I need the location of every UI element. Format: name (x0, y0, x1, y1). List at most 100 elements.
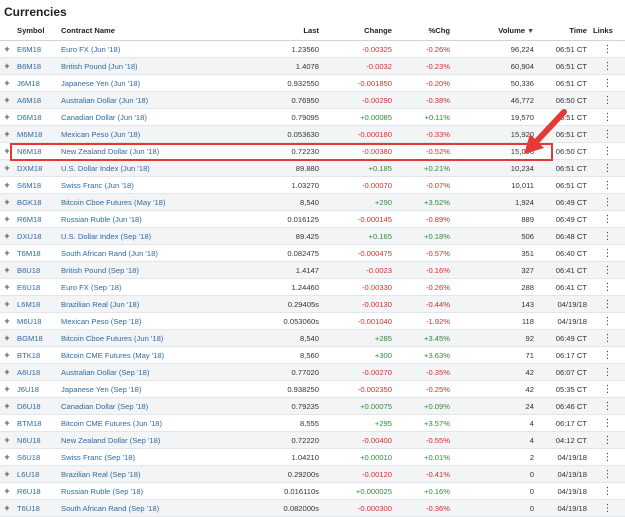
table-row[interactable]: + S6M18 Swiss Franc (Jun '18) 1.03270 -0.000… (0, 176, 625, 194)
symbol-cell[interactable]: L6U18 (14, 465, 58, 483)
symbol-cell[interactable]: M6U18 (14, 312, 58, 330)
plus-icon[interactable]: + (0, 482, 14, 500)
symbol-cell[interactable]: N6U18 (14, 431, 58, 449)
symbol-cell[interactable]: D6M18 (14, 108, 58, 126)
contract-name-cell[interactable]: Japanese Yen (Sep '18) (58, 380, 223, 398)
table-row[interactable]: + E6U18 Euro FX (Sep '18) 1.24460 -0.00330 -0… (0, 278, 625, 296)
table-row[interactable]: + D6M18 Canadian Dollar (Jun '18) 0.79095 +0… (0, 108, 625, 126)
plus-icon[interactable]: + (0, 125, 14, 143)
vertical-dots-icon[interactable]: ⋮ (590, 431, 625, 449)
symbol-cell[interactable]: B6M18 (14, 57, 58, 75)
volume-column-header[interactable]: Volume ▼ (453, 20, 537, 41)
vertical-dots-icon[interactable]: ⋮ (590, 57, 625, 75)
contract-name-cell[interactable]: Russian Ruble (Jun '18) (58, 210, 223, 228)
vertical-dots-icon[interactable]: ⋮ (590, 74, 625, 92)
symbol-cell[interactable]: T6M18 (14, 244, 58, 262)
vertical-dots-icon[interactable]: ⋮ (590, 210, 625, 228)
contract-name-cell[interactable]: Swiss Franc (Jun '18) (58, 176, 223, 194)
plus-icon[interactable]: + (0, 108, 14, 126)
table-row[interactable]: + N6U18 New Zealand Dollar (Sep '18) 0.7222… (0, 431, 625, 449)
symbol-cell[interactable]: R6U18 (14, 482, 58, 500)
contract-name-cell[interactable]: South African Rand (Sep '18) (58, 499, 223, 517)
table-row[interactable]: + T6M18 South African Rand (Jun '18) 0.0824… (0, 244, 625, 262)
plus-icon[interactable]: + (0, 278, 14, 296)
symbol-cell[interactable]: T6U18 (14, 499, 58, 517)
symbol-cell[interactable]: S6U18 (14, 448, 58, 466)
plus-icon[interactable]: + (0, 431, 14, 449)
table-row[interactable]: + R6M18 Russian Ruble (Jun '18) 0.016125 -0.… (0, 210, 625, 228)
symbol-cell[interactable]: J6M18 (14, 74, 58, 92)
symbol-cell[interactable]: BGM18 (14, 329, 58, 347)
symbol-cell[interactable]: BTM18 (14, 414, 58, 432)
contract-name-cell[interactable]: Brazilian Real (Jun '18) (58, 295, 223, 313)
symbol-cell[interactable]: S6M18 (14, 176, 58, 194)
vertical-dots-icon[interactable]: ⋮ (590, 227, 625, 245)
plus-icon[interactable]: + (0, 40, 14, 58)
plus-icon[interactable]: + (0, 210, 14, 228)
contract-name-cell[interactable]: South African Rand (Jun '18) (58, 244, 223, 262)
contract-name-cell[interactable]: Canadian Dollar (Jun '18) (58, 108, 223, 126)
pchg-column-header[interactable]: %Chg (395, 20, 453, 41)
table-row[interactable]: + T6U18 South African Rand (Sep '18) 0.0820… (0, 499, 625, 517)
vertical-dots-icon[interactable]: ⋮ (590, 244, 625, 262)
table-row[interactable]: + BGM18 Bitcoin Cboe Futures (Jun '18) 8,54… (0, 329, 625, 347)
plus-icon[interactable]: + (0, 380, 14, 398)
vertical-dots-icon[interactable]: ⋮ (590, 108, 625, 126)
contract-name-cell[interactable]: Euro FX (Jun '18) (58, 40, 223, 58)
contract-name-cell[interactable]: Japanese Yen (Jun '18) (58, 74, 223, 92)
vertical-dots-icon[interactable]: ⋮ (590, 482, 625, 500)
contract-name-cell[interactable]: Mexican Peso (Jun '18) (58, 125, 223, 143)
vertical-dots-icon[interactable]: ⋮ (590, 261, 625, 279)
change-column-header[interactable]: Change (322, 20, 395, 41)
contract-name-cell[interactable]: Canadian Dollar (Sep '18) (58, 397, 223, 415)
plus-icon[interactable]: + (0, 397, 14, 415)
vertical-dots-icon[interactable]: ⋮ (590, 414, 625, 432)
symbol-cell[interactable]: J6U18 (14, 380, 58, 398)
plus-icon[interactable]: + (0, 176, 14, 194)
vertical-dots-icon[interactable]: ⋮ (590, 363, 625, 381)
contract-name-cell[interactable]: Russian Ruble (Sep '18) (58, 482, 223, 500)
table-row[interactable]: + B6U18 British Pound (Sep '18) 1.4147 -0.00… (0, 261, 625, 279)
table-row[interactable]: + A6M18 Australian Dollar (Jun '18) 0.76950… (0, 91, 625, 109)
vertical-dots-icon[interactable]: ⋮ (590, 40, 625, 58)
plus-icon[interactable]: + (0, 91, 14, 109)
contract-name-cell[interactable]: Bitcoin Cboe Futures (Jun '18) (58, 329, 223, 347)
contract-name-cell[interactable]: Brazilian Real (Sep '18) (58, 465, 223, 483)
table-row[interactable]: + M6M18 Mexican Peso (Jun '18) 0.053630 -0.0… (0, 125, 625, 143)
symbol-cell[interactable]: E6U18 (14, 278, 58, 296)
plus-icon[interactable]: + (0, 346, 14, 364)
vertical-dots-icon[interactable]: ⋮ (590, 380, 625, 398)
contract-name-cell[interactable]: Australian Dollar (Jun '18) (58, 91, 223, 109)
symbol-cell[interactable]: DXU18 (14, 227, 58, 245)
table-row[interactable]: + BTK18 Bitcoin CME Futures (May '18) 8,560… (0, 346, 625, 364)
time-column-header[interactable]: Time (537, 20, 590, 41)
vertical-dots-icon[interactable]: ⋮ (590, 499, 625, 517)
vertical-dots-icon[interactable]: ⋮ (590, 142, 625, 160)
name-column-header[interactable]: Contract Name (58, 20, 223, 41)
contract-name-cell[interactable]: Bitcoin CME Futures (May '18) (58, 346, 223, 364)
table-row[interactable]: + D6U18 Canadian Dollar (Sep '18) 0.79235 +0… (0, 397, 625, 415)
contract-name-cell[interactable]: U.S. Dollar Index (Sep '18) (58, 227, 223, 245)
vertical-dots-icon[interactable]: ⋮ (590, 295, 625, 313)
contract-name-cell[interactable]: Bitcoin Cboe Futures (May '18) (58, 193, 223, 211)
table-row[interactable]: + N6M18 New Zealand Dollar (Jun '18) 0.7223… (0, 142, 625, 160)
plus-icon[interactable]: + (0, 363, 14, 381)
symbol-cell[interactable]: L6M18 (14, 295, 58, 313)
plus-icon[interactable]: + (0, 193, 14, 211)
contract-name-cell[interactable]: Australian Dollar (Sep '18) (58, 363, 223, 381)
contract-name-cell[interactable]: New Zealand Dollar (Sep '18) (58, 431, 223, 449)
plus-icon[interactable]: + (0, 74, 14, 92)
table-row[interactable]: + J6M18 Japanese Yen (Jun '18) 0.932550 -0.0… (0, 74, 625, 92)
symbol-cell[interactable]: A6M18 (14, 91, 58, 109)
plus-icon[interactable]: + (0, 414, 14, 432)
table-row[interactable]: + L6U18 Brazilian Real (Sep '18) 0.29200s -0… (0, 465, 625, 483)
contract-name-cell[interactable]: British Pound (Sep '18) (58, 261, 223, 279)
plus-icon[interactable]: + (0, 57, 14, 75)
table-row[interactable]: + B6M18 British Pound (Jun '18) 1.4078 -0.00… (0, 57, 625, 75)
plus-icon[interactable]: + (0, 244, 14, 262)
vertical-dots-icon[interactable]: ⋮ (590, 329, 625, 347)
vertical-dots-icon[interactable]: ⋮ (590, 159, 625, 177)
symbol-cell[interactable]: D6U18 (14, 397, 58, 415)
symbol-column-header[interactable]: Symbol (14, 20, 58, 41)
table-row[interactable]: + M6U18 Mexican Peso (Sep '18) 0.053060s -0.… (0, 312, 625, 330)
